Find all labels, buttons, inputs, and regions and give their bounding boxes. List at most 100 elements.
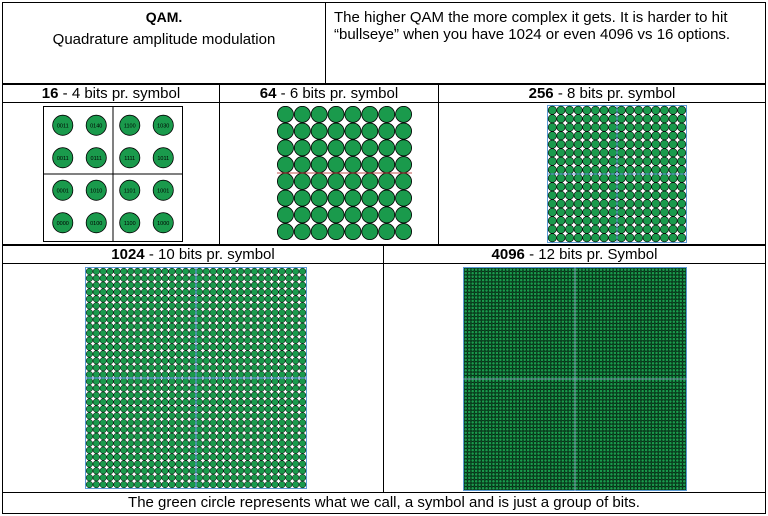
- symbol-point: [637, 434, 641, 438]
- symbol-point: [644, 410, 648, 414]
- symbol-point: [651, 420, 655, 425]
- symbol-point: [134, 322, 142, 330]
- symbol-point: [574, 410, 579, 414]
- symbol-point: [588, 396, 593, 400]
- symbol-point: [467, 344, 471, 348]
- symbol-point: [140, 391, 148, 399]
- symbol-point: [661, 448, 666, 452]
- symbol-point: [505, 389, 510, 393]
- symbol-point: [182, 267, 190, 275]
- symbol-point: [154, 295, 162, 303]
- symbol-point: [561, 434, 565, 438]
- symbol-point: [495, 410, 499, 414]
- symbol-point: [588, 424, 593, 428]
- symbol-point: [578, 434, 582, 438]
- symbol-point: [491, 323, 496, 327]
- symbol-point: [540, 410, 544, 414]
- symbol-point: [516, 288, 520, 293]
- symbol-point: [585, 372, 589, 376]
- symbol-point: [561, 382, 565, 386]
- symbol-point: [585, 271, 589, 275]
- symbol-point: [625, 173, 635, 183]
- symbol-point: [140, 474, 148, 482]
- symbol-point: [223, 357, 231, 365]
- symbol-point: [209, 295, 217, 303]
- symbol-point: [299, 316, 307, 324]
- symbol-point: [654, 295, 659, 300]
- symbol-point: [526, 313, 530, 317]
- symbol-point: [463, 431, 468, 435]
- symbol-point: [564, 455, 569, 459]
- symbol-point: [672, 354, 676, 359]
- symbol-point: [470, 448, 475, 452]
- symbol-point: [498, 396, 503, 400]
- symbol-point: [616, 182, 626, 192]
- symbol-point: [484, 406, 489, 411]
- symbol-point: [602, 320, 607, 324]
- symbol-point: [113, 329, 121, 337]
- symbol-point: [113, 384, 121, 392]
- symbol-point: [581, 347, 586, 352]
- symbol-point: [536, 358, 541, 362]
- symbol-point: [654, 333, 659, 338]
- symbol-point: [463, 330, 468, 334]
- symbol-point: [682, 292, 687, 296]
- symbol-point: [616, 389, 621, 393]
- symbol-point: [505, 295, 510, 300]
- symbol-point: [658, 274, 662, 279]
- symbol-point: [630, 316, 634, 321]
- symbol-point: [651, 437, 655, 442]
- symbol-point: [516, 358, 520, 362]
- symbol-point: [571, 396, 576, 400]
- symbol-point: [543, 326, 548, 331]
- symbol-point: [543, 288, 548, 293]
- symbol-point: [529, 375, 534, 380]
- symbol-point: [599, 274, 603, 279]
- symbol-point: [571, 399, 576, 404]
- symbol-point: [271, 453, 279, 461]
- symbol-point: [209, 419, 217, 427]
- symbol-point: [168, 432, 176, 440]
- symbol-point: [637, 351, 641, 355]
- symbol-point: [502, 427, 506, 432]
- symbol-point: [168, 377, 176, 385]
- symbol-point: [505, 385, 510, 390]
- symbol-point: [556, 182, 566, 192]
- symbol-point: [554, 410, 558, 414]
- symbol-point: [495, 385, 499, 390]
- symbol-point: [647, 437, 652, 442]
- symbol-point: [495, 292, 499, 296]
- symbol-point: [195, 467, 203, 475]
- symbol-point: [474, 427, 478, 432]
- symbol-point: [168, 419, 176, 427]
- symbol-point: [679, 392, 683, 397]
- symbol-point: [134, 391, 142, 399]
- symbol-point: [529, 295, 534, 300]
- symbol-point: [182, 316, 190, 324]
- symbol-point: [557, 274, 562, 279]
- symbol-point: [588, 365, 593, 369]
- symbol-point: [592, 361, 596, 366]
- header-qam64-text: - 6 bits pr. symbol: [276, 85, 399, 102]
- symbol-point: [522, 389, 527, 393]
- symbol-point: [609, 441, 614, 445]
- symbol-point: [564, 337, 569, 341]
- symbol-point: [182, 439, 190, 447]
- symbol-point: [230, 467, 238, 475]
- symbol-point: [498, 420, 503, 425]
- symbol-point: [613, 427, 617, 432]
- symbol-point: [526, 285, 530, 289]
- symbol-point: [543, 458, 548, 463]
- symbol-point: [540, 396, 544, 400]
- symbol-point: [271, 412, 279, 420]
- symbol-point: [644, 372, 648, 376]
- symbol-point: [637, 285, 641, 289]
- symbol-point: [502, 351, 506, 355]
- symbol-point: [488, 458, 492, 463]
- symbol-point: [592, 420, 596, 425]
- symbol-point: [630, 410, 634, 414]
- symbol-point: [661, 441, 666, 445]
- symbol-point: [526, 278, 530, 282]
- symbol-point: [522, 351, 527, 355]
- symbol-point: [484, 396, 489, 400]
